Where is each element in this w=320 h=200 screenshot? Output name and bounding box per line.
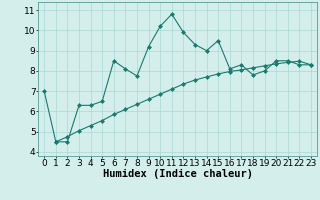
X-axis label: Humidex (Indice chaleur): Humidex (Indice chaleur)	[103, 169, 252, 179]
